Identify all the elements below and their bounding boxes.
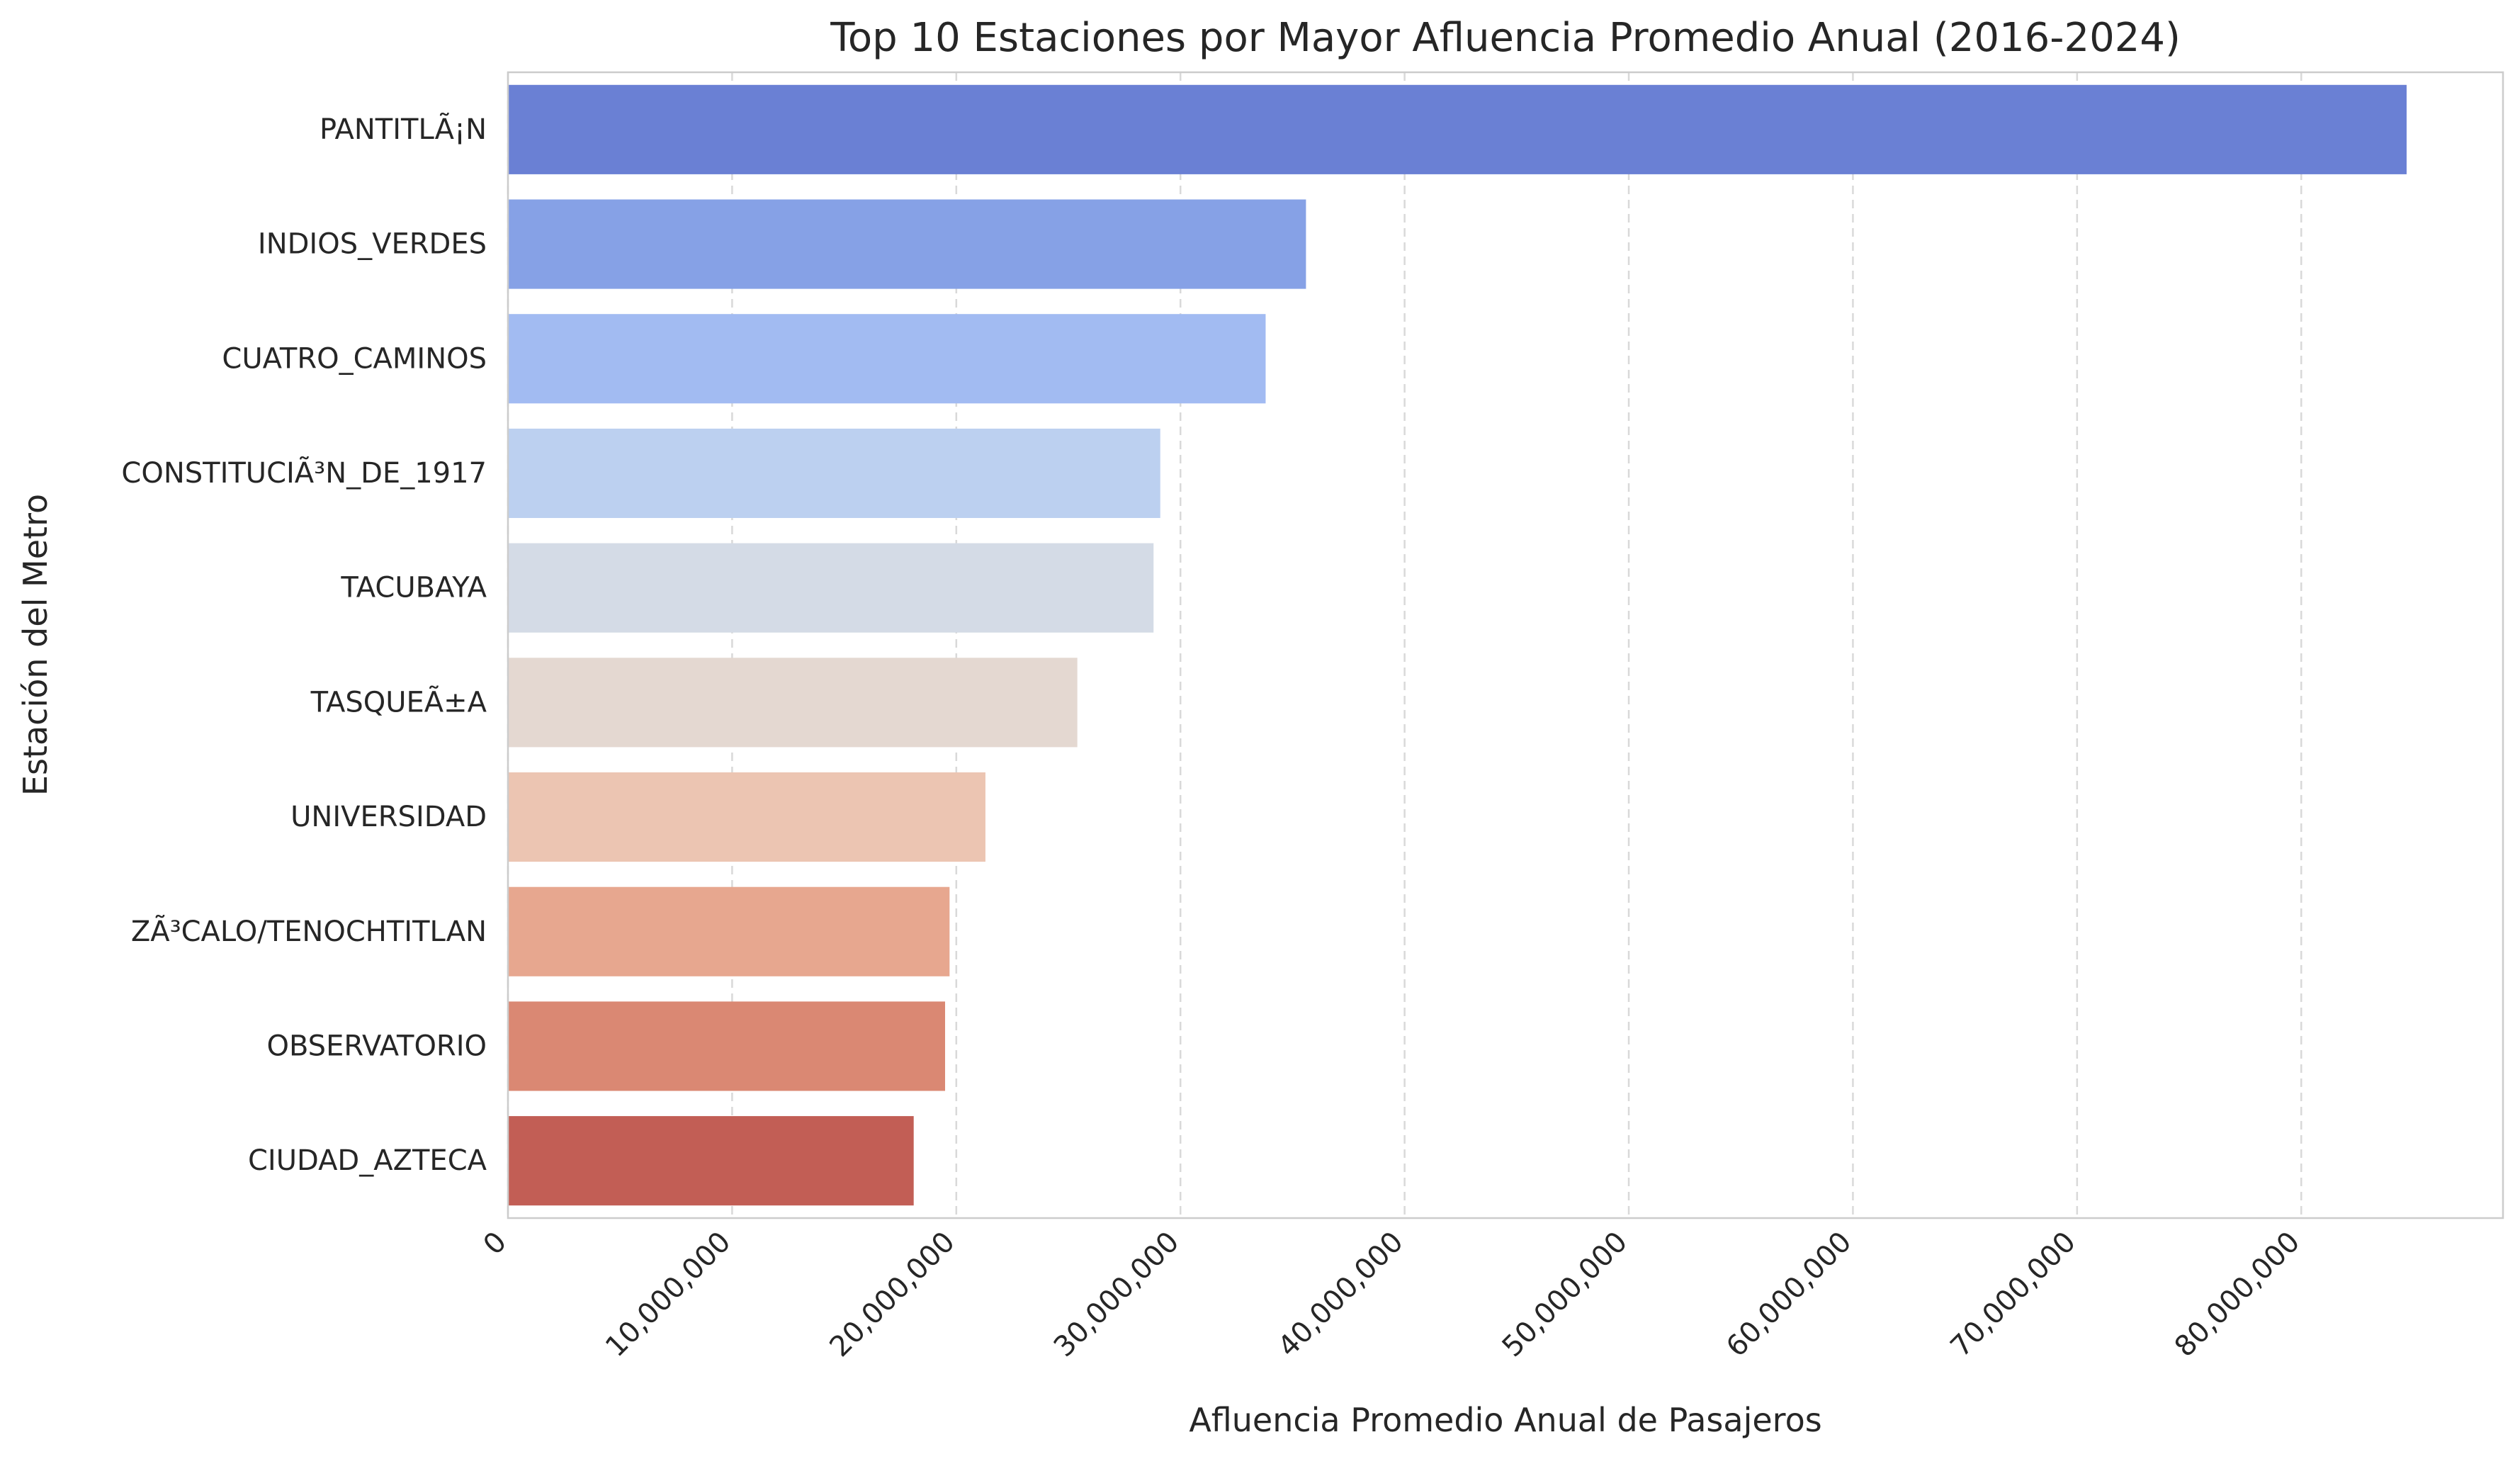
bars bbox=[508, 84, 2407, 1206]
x-axis-label: Afluencia Promedio Anual de Pasajeros bbox=[1189, 1401, 1821, 1439]
bar bbox=[508, 886, 950, 976]
y-tick-label: PANTITLÃ¡N bbox=[320, 112, 487, 146]
y-tick-labels: PANTITLÃ¡N INDIOS_VERDES CUATRO_CAMINOS CON… bbox=[121, 112, 487, 1177]
plot-frame bbox=[507, 71, 2504, 1219]
chart-title: Top 10 Estaciones por Mayor Afluencia Pr… bbox=[830, 15, 2181, 61]
bar bbox=[508, 658, 1078, 748]
bar bbox=[508, 428, 1160, 519]
bar bbox=[508, 772, 985, 862]
y-tick-label: CONSTITUCIÃ³N_DE_1917 bbox=[121, 456, 487, 490]
y-tick-label: CIUDAD_AZTECA bbox=[248, 1144, 487, 1177]
bar bbox=[508, 84, 2407, 174]
bar bbox=[508, 1001, 945, 1091]
bar bbox=[508, 314, 1266, 404]
y-tick-label: ZÃ³CALO/TENOCHTITLAN bbox=[131, 914, 487, 948]
y-tick-label: INDIOS_VERDES bbox=[258, 228, 487, 261]
y-tick-label: TASQUEÃ±A bbox=[310, 685, 487, 719]
y-tick-label: OBSERVATORIO bbox=[266, 1030, 487, 1062]
y-tick-label: CUATRO_CAMINOS bbox=[222, 342, 487, 375]
bar bbox=[508, 1116, 914, 1206]
y-tick-label: TACUBAYA bbox=[340, 572, 487, 604]
bar bbox=[508, 543, 1154, 633]
y-tick-label: UNIVERSIDAD bbox=[290, 801, 487, 833]
bar bbox=[508, 199, 1306, 289]
y-axis-label: Estación del Metro bbox=[16, 494, 55, 796]
